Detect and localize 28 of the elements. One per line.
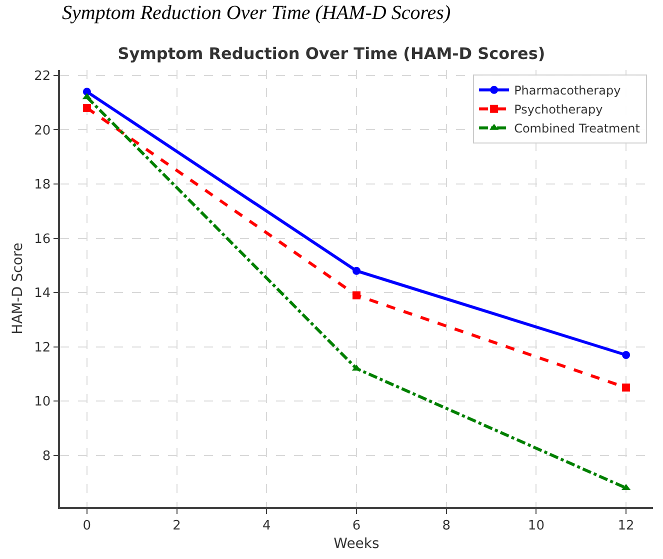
legend-label: Psychotherapy [514, 102, 603, 117]
point [82, 88, 91, 96]
x-tick-label: 6 [352, 518, 361, 534]
legend-label: Combined Treatment [514, 122, 640, 136]
x-tick-label: 2 [172, 518, 181, 534]
y-tick-label: 18 [34, 178, 51, 193]
y-tick-label: 22 [34, 68, 51, 84]
chart-title: Symptom Reduction Over Time (HAM-D Scores) [118, 44, 546, 64]
y-tick-label: 12 [34, 340, 51, 356]
point [352, 291, 360, 300]
point [352, 266, 360, 275]
y-tick-label: 20 [34, 123, 51, 138]
x-tick-label: 8 [442, 518, 450, 534]
y-tick-label: 8 [42, 448, 51, 464]
x-tick-label: 10 [528, 518, 544, 534]
point [622, 384, 630, 392]
y-tick-label: 16 [34, 232, 51, 247]
y-axis-title: HAM-D Score [10, 242, 26, 334]
text: Symptom Reduction Over Time (HAM-D Scores) [62, 2, 451, 24]
x-tick-label: 0 [82, 518, 92, 534]
x-tick-label: 4 [262, 518, 271, 534]
legend-label: Pharmacotherapy [514, 84, 621, 98]
x-tick-label: 12 [618, 518, 634, 534]
point [82, 104, 91, 112]
x-axis-title: Weeks [334, 536, 380, 552]
point [622, 351, 630, 359]
y-tick-label: 10 [34, 394, 51, 410]
y-tick-label: 14 [34, 286, 51, 302]
